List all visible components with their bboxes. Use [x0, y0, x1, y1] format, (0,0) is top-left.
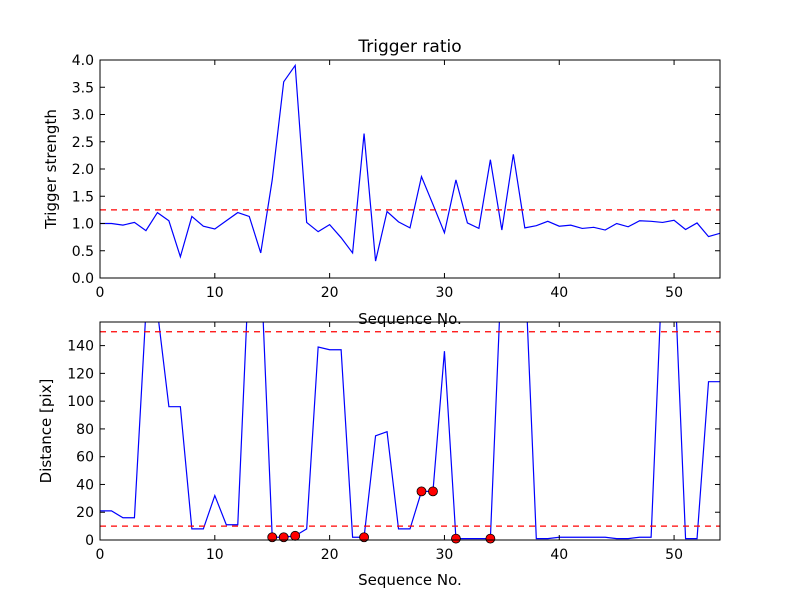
top-y-tick-label: 2.5: [72, 135, 94, 151]
bottom-y-tick-label: 80: [76, 422, 94, 438]
bottom-y-tick-label: 140: [67, 339, 94, 355]
top-y-tick-label: 1.5: [72, 189, 94, 205]
bottom-marker-point: [267, 532, 278, 543]
bottom-y-tick-label: 0: [85, 533, 94, 549]
bottom-x-tick-label: 50: [665, 547, 683, 563]
bottom-x-axis-label: Sequence No.: [358, 571, 462, 589]
top-x-tick-label: 10: [206, 285, 224, 301]
top-series-line: [100, 63, 720, 262]
bottom-marker-point: [290, 530, 301, 541]
top-y-tick-label: 3.5: [72, 80, 94, 96]
distance-plot: Sequence No. Distance [pix] 0 10 20 30 40 50 0…: [37, 321, 721, 589]
trigger-ratio-plot: Trigger ratio Sequence No. Trigger stren…: [42, 37, 721, 328]
bottom-y-axis-label: Distance [pix]: [37, 379, 55, 484]
top-x-tick-label: 50: [665, 285, 683, 301]
top-x-tick-label: 30: [436, 285, 454, 301]
bottom-marker-point: [451, 533, 461, 544]
top-axes-frame: [99, 59, 721, 279]
top-y-tick-label: 1.0: [72, 217, 94, 233]
bottom-x-tick-label: 20: [321, 547, 339, 563]
bottom-x-tick-label: 10: [206, 547, 224, 563]
bottom-y-tick-label: 20: [76, 505, 94, 521]
bottom-y-tick-label: 40: [76, 477, 94, 493]
top-y-axis-label: Trigger strength: [42, 109, 60, 230]
bottom-marker-point: [278, 532, 289, 543]
chart-title: Trigger ratio: [357, 37, 461, 57]
top-y-tick-label: 4.0: [72, 53, 94, 69]
bottom-marker-point: [428, 486, 438, 497]
bottom-marker-point: [485, 533, 496, 544]
bottom-y-tick-label: 100: [67, 394, 94, 410]
bottom-marker-point: [359, 532, 369, 543]
top-y-tick-label: 0.5: [72, 244, 94, 260]
bottom-axes-frame: [99, 321, 721, 541]
bottom-series-line: [100, 322, 720, 540]
top-y-tick-label: 3.0: [72, 108, 94, 124]
bottom-x-tick-label: 0: [96, 547, 105, 563]
top-y-tick-label: 2.0: [72, 162, 94, 178]
bottom-x-tick-label: 40: [550, 547, 568, 563]
bottom-y-tick-label: 60: [76, 450, 94, 466]
top-y-tick-label: 0.0: [72, 271, 94, 287]
top-x-tick-label: 20: [321, 285, 339, 301]
top-x-axis-label: Sequence No.: [358, 310, 462, 328]
bottom-x-tick-label: 30: [436, 547, 454, 563]
bottom-y-tick-label: 120: [67, 366, 94, 382]
top-x-tick-label: 40: [550, 285, 568, 301]
bottom-marker-point: [416, 486, 427, 497]
top-x-tick-label: 0: [96, 285, 105, 301]
